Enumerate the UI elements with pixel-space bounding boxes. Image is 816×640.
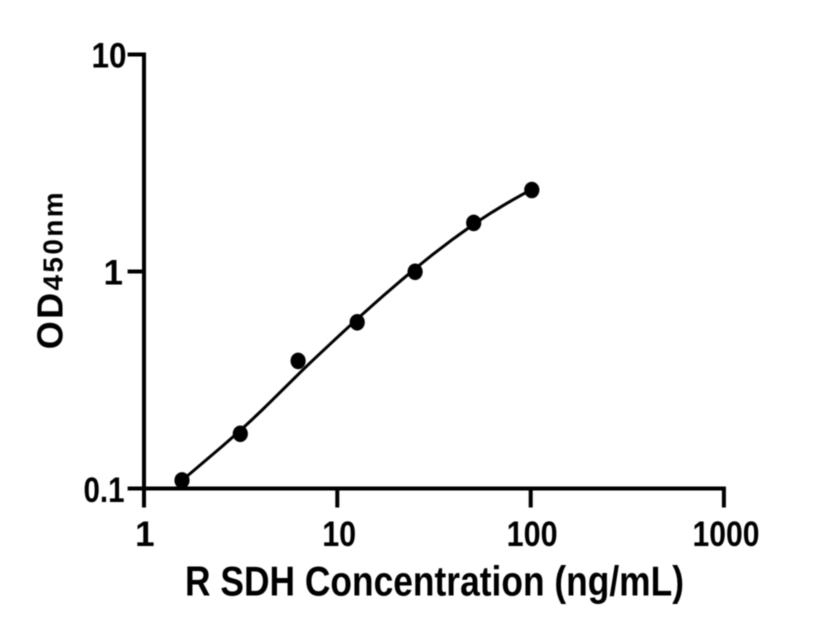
svg-text:10: 10 bbox=[322, 515, 356, 554]
svg-text:1: 1 bbox=[135, 515, 154, 554]
svg-text:100: 100 bbox=[507, 515, 558, 554]
svg-text:10: 10 bbox=[92, 37, 127, 76]
svg-text:1000: 1000 bbox=[693, 515, 760, 554]
svg-text:1: 1 bbox=[104, 253, 123, 292]
svg-text:R SDH Concentration (ng/mL): R SDH Concentration (ng/mL) bbox=[185, 558, 684, 605]
svg-text:0.1: 0.1 bbox=[84, 471, 125, 510]
